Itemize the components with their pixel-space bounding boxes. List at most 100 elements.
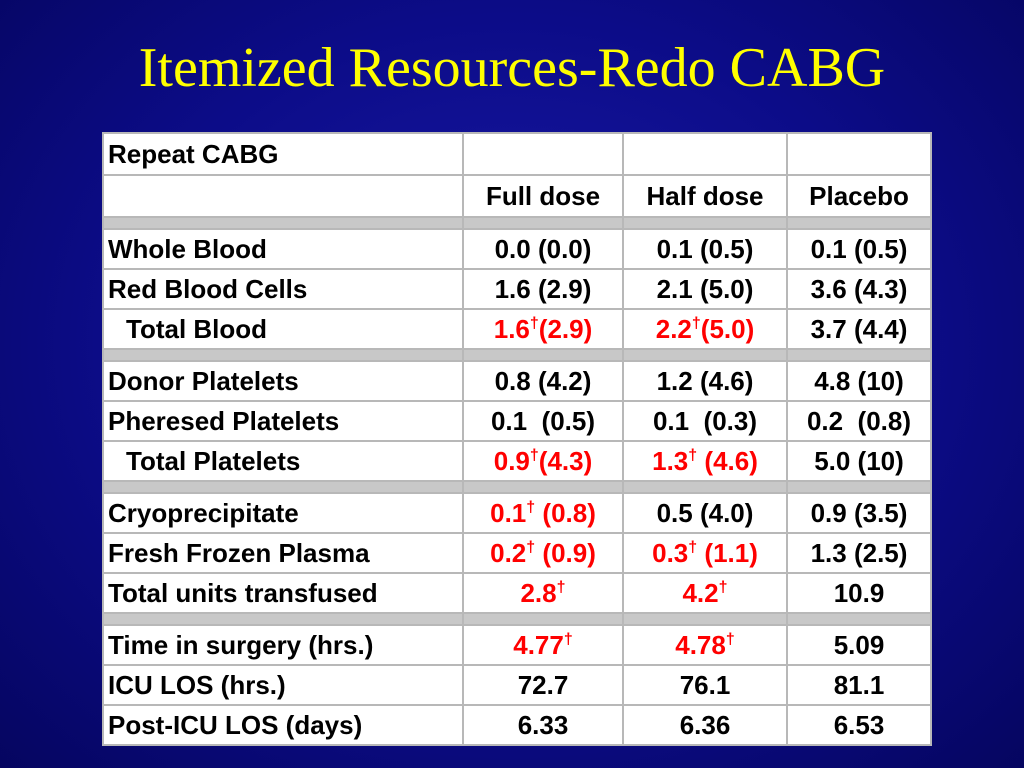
column-header-row: Full dose Half dose Placebo [102,174,932,218]
separator-cell [786,612,932,626]
value-text: 1.6 [493,314,530,344]
value-detail-text: (5.0) [700,314,755,344]
value-cell: 3.7 (4.4) [786,308,932,350]
header-empty-cell [786,132,932,176]
value-cell: 6.36 [622,704,788,746]
table-row: Red Blood Cells 1.6 (2.9) 2.1 (5.0) 3.6 (4.… [102,268,932,310]
row-label: Fresh Frozen Plasma [102,532,464,574]
separator-cell [622,216,788,230]
row-label: Red Blood Cells [102,268,464,310]
row-label: ICU LOS (hrs.) [102,664,464,706]
table-row: Total Blood 1.6†(2.9) 2.2†(5.0) 3.7 (4.4) [102,308,932,350]
significant-value-cell: 0.3† (1.1) [622,532,788,574]
table-row: Fresh Frozen Plasma 0.2† (0.9) 0.3† (1.1) 1… [102,532,932,574]
value-cell: 81.1 [786,664,932,706]
resources-table: Repeat CABG Full dose Half dose Placebo … [102,132,932,746]
table-row: Total units transfused 2.8† 4.2† 10.9 [102,572,932,614]
value-text: 1.3 [652,446,689,476]
separator-cell [462,348,624,362]
value-cell: 1.6 (2.9) [462,268,624,310]
significant-value-cell: 4.2† [622,572,788,614]
row-label: Whole Blood [102,228,464,270]
value-text: 4.2 [682,578,719,608]
value-detail-text: (0.8) [535,498,596,528]
significant-value-cell: 2.8† [462,572,624,614]
row-label: Post-ICU LOS (days) [102,704,464,746]
group-separator [102,612,932,626]
table-caption: Repeat CABG [102,132,464,176]
value-cell: 0.1 (0.3) [622,400,788,442]
table-row: Post-ICU LOS (days) 6.33 6.36 6.53 [102,704,932,746]
table-row: Total Platelets 0.9†(4.3) 1.3† (4.6) 5.0 (1… [102,440,932,482]
separator-cell [622,348,788,362]
table-row: Time in surgery (hrs.) 4.77† 4.78† 5.09 [102,624,932,666]
significant-value-cell: 4.77† [462,624,624,666]
value-cell: 0.0 (0.0) [462,228,624,270]
value-cell: 0.5 (4.0) [622,492,788,534]
value-detail-text: (4.6) [697,446,758,476]
value-text: 0.9 [493,446,530,476]
value-text: 2.8 [520,578,557,608]
column-header-half-dose: Half dose [622,174,788,218]
significant-value-cell: 4.78† [622,624,788,666]
separator-cell [462,216,624,230]
separator-cell [786,480,932,494]
dagger-mark: † [725,631,735,648]
separator-cell [102,480,464,494]
header-empty-cell [622,132,788,176]
value-cell: 6.33 [462,704,624,746]
significant-value-cell: 0.9†(4.3) [462,440,624,482]
separator-cell [102,348,464,362]
value-cell: 6.53 [786,704,932,746]
value-cell: 1.2 (4.6) [622,360,788,402]
row-label: Pheresed Platelets [102,400,464,442]
table-row: Whole Blood 0.0 (0.0) 0.1 (0.5) 0.1 (0.5) [102,228,932,270]
slide-title: Itemized Resources-Redo CABG [138,37,886,99]
value-cell: 4.8 (10) [786,360,932,402]
table-row: ICU LOS (hrs.) 72.7 76.1 81.1 [102,664,932,706]
value-text: 2.2 [655,314,692,344]
separator-cell [102,216,464,230]
dagger-mark: † [526,499,536,516]
value-cell: 0.2 (0.8) [786,400,932,442]
value-cell: 0.1 (0.5) [786,228,932,270]
separator-cell [462,480,624,494]
dagger-mark: † [563,631,573,648]
value-cell: 3.6 (4.3) [786,268,932,310]
separator-cell [622,480,788,494]
significant-value-cell: 2.2†(5.0) [622,308,788,350]
row-label: Total Blood [102,308,464,350]
value-text: 0.1 [490,498,527,528]
row-label: Total units transfused [102,572,464,614]
dagger-mark: † [718,579,728,596]
dagger-mark: † [688,447,698,464]
value-cell: 72.7 [462,664,624,706]
value-text: 0.3 [652,538,689,568]
value-detail-text: (1.1) [697,538,758,568]
group-separator [102,480,932,494]
dagger-mark: † [529,315,539,332]
value-cell: 0.1 (0.5) [462,400,624,442]
value-cell: 1.3 (2.5) [786,532,932,574]
separator-cell [622,612,788,626]
value-text: 0.2 [490,538,527,568]
header-empty-cell [102,174,464,218]
table-row: Pheresed Platelets 0.1 (0.5) 0.1 (0.3) 0.2 … [102,400,932,442]
value-cell: 0.8 (4.2) [462,360,624,402]
separator-cell [786,348,932,362]
significant-value-cell: 0.2† (0.9) [462,532,624,574]
table-row: Cryoprecipitate 0.1† (0.8) 0.5 (4.0) 0.9 (3… [102,492,932,534]
significant-value-cell: 1.3† (4.6) [622,440,788,482]
value-cell: 0.9 (3.5) [786,492,932,534]
row-label: Total Platelets [102,440,464,482]
row-label: Time in surgery (hrs.) [102,624,464,666]
column-header-full-dose: Full dose [462,174,624,218]
row-label: Donor Platelets [102,360,464,402]
table-header-row: Repeat CABG [102,132,932,176]
value-detail-text: (2.9) [538,314,593,344]
value-cell: 2.1 (5.0) [622,268,788,310]
group-separator [102,216,932,230]
significant-value-cell: 0.1† (0.8) [462,492,624,534]
value-text: 4.77 [513,630,564,660]
dagger-mark: † [556,579,566,596]
